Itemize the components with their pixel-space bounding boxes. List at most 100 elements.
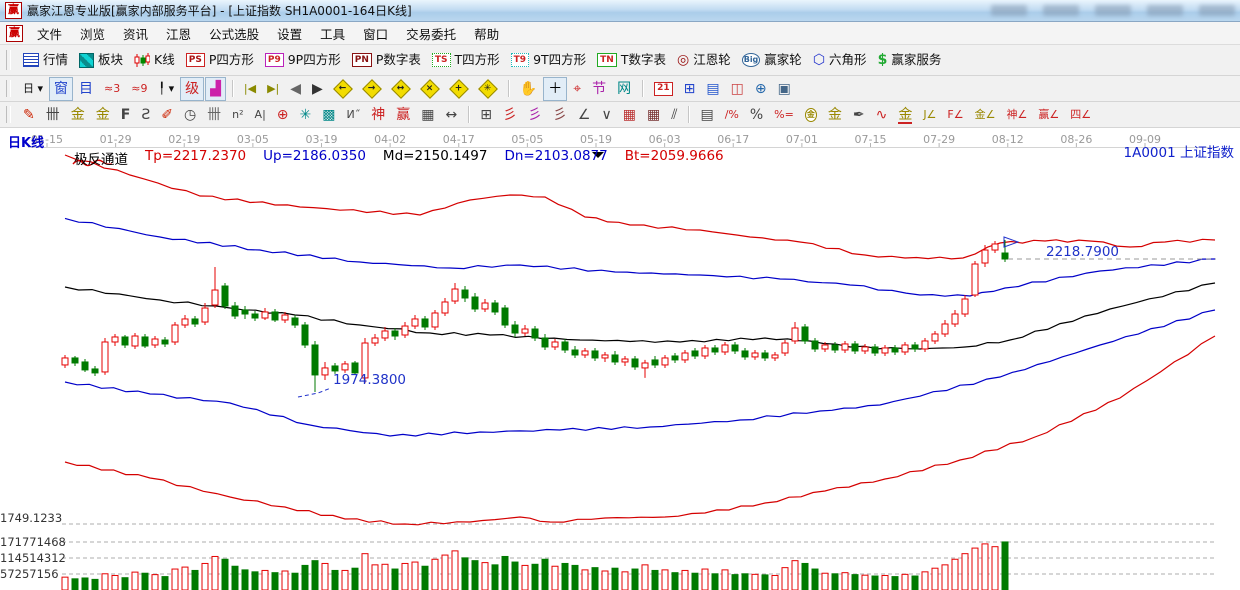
menu-item-window[interactable]: 窗口 (363, 26, 389, 42)
f-angle-button[interactable]: F∠ (942, 103, 968, 127)
next-button[interactable]: ▶ (307, 77, 328, 101)
box-tool-button[interactable]: ⊞ (475, 103, 497, 127)
percent-slash-button[interactable]: /% (720, 103, 744, 127)
toolbar-grip[interactable] (6, 50, 11, 70)
spiral-button[interactable]: Ƨ (136, 103, 155, 127)
overlay-window-button[interactable]: 窗 (49, 76, 74, 101)
crosshair-button[interactable]: ＋ (543, 76, 568, 101)
t-number-table-button[interactable]: TN T数字表 (592, 48, 671, 72)
menu-item-trade-entrust[interactable]: 交易委托 (406, 26, 457, 42)
gold-angle-button[interactable]: 金∠ (970, 103, 1001, 127)
time-clock-button[interactable]: ◷ (179, 103, 201, 127)
winner-service-button[interactable]: $ 赢家服务 (873, 48, 947, 72)
window-control-4[interactable] (1147, 5, 1183, 16)
wave-3-button[interactable]: ≈3 (99, 77, 125, 101)
web-save-button[interactable]: ⊕ (750, 77, 772, 101)
winner-wheel-button[interactable]: Big 赢家轮 (737, 48, 807, 72)
shen-tool-button[interactable]: 神 (366, 103, 390, 127)
diamond-hscale-button[interactable]: ↔ (387, 77, 415, 101)
period-selector[interactable]: 日 ▾ (18, 77, 48, 101)
width-measure-button[interactable]: ↔ (440, 103, 462, 127)
menu-item-settings[interactable]: 设置 (277, 26, 303, 42)
brush-mark-button[interactable]: ✒ (848, 103, 870, 127)
prev-button[interactable]: ◀ (285, 77, 306, 101)
window-control-3[interactable] (1095, 5, 1131, 16)
gann-web-button[interactable]: 网 (612, 77, 636, 101)
ying-angle-button[interactable]: 赢∠ (1033, 103, 1064, 127)
p-number-table-button[interactable]: PN P数字表 (347, 48, 426, 72)
indicator-name[interactable]: 极反通道 (74, 152, 128, 168)
window-control-5[interactable] (1199, 5, 1235, 16)
percent-line-button[interactable]: %= (769, 103, 799, 127)
wave-mark-button[interactable]: И˝ (341, 103, 365, 127)
calendar-21-button[interactable]: 21 (649, 77, 678, 101)
wave-pass-button[interactable]: ∿ (871, 103, 893, 127)
hand-tool-button[interactable]: ✋ (515, 77, 542, 101)
detail-list-button[interactable]: 目 (74, 77, 98, 101)
menu-item-formula-select[interactable]: 公式选股 (209, 26, 260, 42)
draw-pencil2-button[interactable]: ✐ (156, 103, 178, 127)
level-button[interactable]: 级 (180, 76, 205, 101)
window-control-2[interactable] (1043, 5, 1079, 16)
gold-underline-button[interactable]: 金 (893, 103, 917, 127)
n-square-button[interactable]: n² (227, 103, 248, 127)
save-button[interactable]: ◫ (726, 77, 749, 101)
menu-item-news[interactable]: 资讯 (123, 26, 149, 42)
notepad-button[interactable]: ▤ (701, 77, 724, 101)
first-page-button[interactable]: |◀ (239, 77, 261, 101)
locate-button[interactable]: ⌖ (568, 77, 586, 101)
fan-lines-button[interactable]: 彡 (498, 103, 522, 127)
fan-box-purple-button[interactable]: 彡 (523, 103, 547, 127)
toolbar-grip[interactable] (6, 106, 11, 123)
diamond-left-button[interactable]: ← (329, 77, 357, 101)
remote-pc-button[interactable]: ▣ (773, 77, 796, 101)
gann-grid-web-button[interactable]: ▩ (317, 103, 340, 127)
time-cycle-comb-button[interactable]: 卌 (41, 103, 65, 127)
sectors-button[interactable]: 板块 (74, 48, 128, 72)
menu-item-tools[interactable]: 工具 (320, 26, 346, 42)
price-grid-button[interactable]: ▦ (618, 103, 641, 127)
gann-wheel-button[interactable]: ◎ 江恩轮 (672, 48, 736, 72)
gold-ratio-comb2-button[interactable]: 金 (91, 103, 115, 127)
fib-comb-button[interactable]: F (116, 103, 136, 127)
solar-terms-button[interactable]: 节 (587, 77, 611, 101)
v-shape-button[interactable]: ∨ (596, 103, 616, 127)
gold-lines-button[interactable]: 金 (823, 103, 847, 127)
angle-measure-button[interactable]: A| (250, 103, 271, 127)
last-page-button[interactable]: ▶| (262, 77, 284, 101)
candle-style-button[interactable]: ╿ ▾ (153, 77, 179, 101)
diamond-compress-button[interactable]: × (416, 77, 444, 101)
menu-item-help[interactable]: 帮助 (474, 26, 500, 42)
angle-line-button[interactable]: ∠ (573, 103, 596, 127)
percent-button[interactable]: % (745, 103, 768, 127)
gann-star-button[interactable]: ✳ (295, 103, 317, 127)
kline-button[interactable]: K线 (129, 48, 180, 72)
kline-canvas[interactable] (0, 128, 1240, 590)
calculator-button[interactable]: ⊞ (679, 77, 701, 101)
diamond-right-button[interactable]: → (358, 77, 386, 101)
diamond-expand-button[interactable]: + (445, 77, 473, 101)
menu-item-browse[interactable]: 浏览 (80, 26, 106, 42)
fan-box-red-button[interactable]: 彡 (548, 103, 572, 127)
t-square-button[interactable]: TS T四方形 (427, 48, 505, 72)
gold-ratio-comb-button[interactable]: 金 (66, 103, 90, 127)
parallel-lines-button[interactable]: ⫽ (666, 103, 682, 127)
scale-ruler-button[interactable]: ▤ (695, 103, 718, 127)
grid-ruler-button[interactable]: ▦ (416, 103, 439, 127)
diamond-allscale-button[interactable]: ✳ (474, 77, 502, 101)
shen-angle-button[interactable]: 神∠ (1002, 103, 1033, 127)
gold-circle-button[interactable]: 金 (800, 103, 822, 127)
p-square-button[interactable]: PS P四方形 (181, 48, 259, 72)
menu-item-gann[interactable]: 江恩 (166, 26, 192, 42)
menu-item-file[interactable]: 文件 (37, 26, 63, 42)
9p-square-button[interactable]: P9 9P四方形 (260, 48, 346, 72)
quotes-button[interactable]: 行情 (18, 48, 73, 72)
hexagon-button[interactable]: ⬡ 六角形 (808, 48, 872, 72)
volume-style-button[interactable]: ▟ (205, 76, 226, 101)
9t-square-button[interactable]: T9 9T四方形 (506, 48, 592, 72)
j-angle-button[interactable]: J∠ (918, 103, 941, 127)
wave-9-button[interactable]: ≈9 (126, 77, 152, 101)
ying-tool-button[interactable]: 赢 (391, 103, 415, 127)
window-controls-blurred[interactable] (991, 5, 1235, 16)
window-control-1[interactable] (991, 5, 1027, 16)
